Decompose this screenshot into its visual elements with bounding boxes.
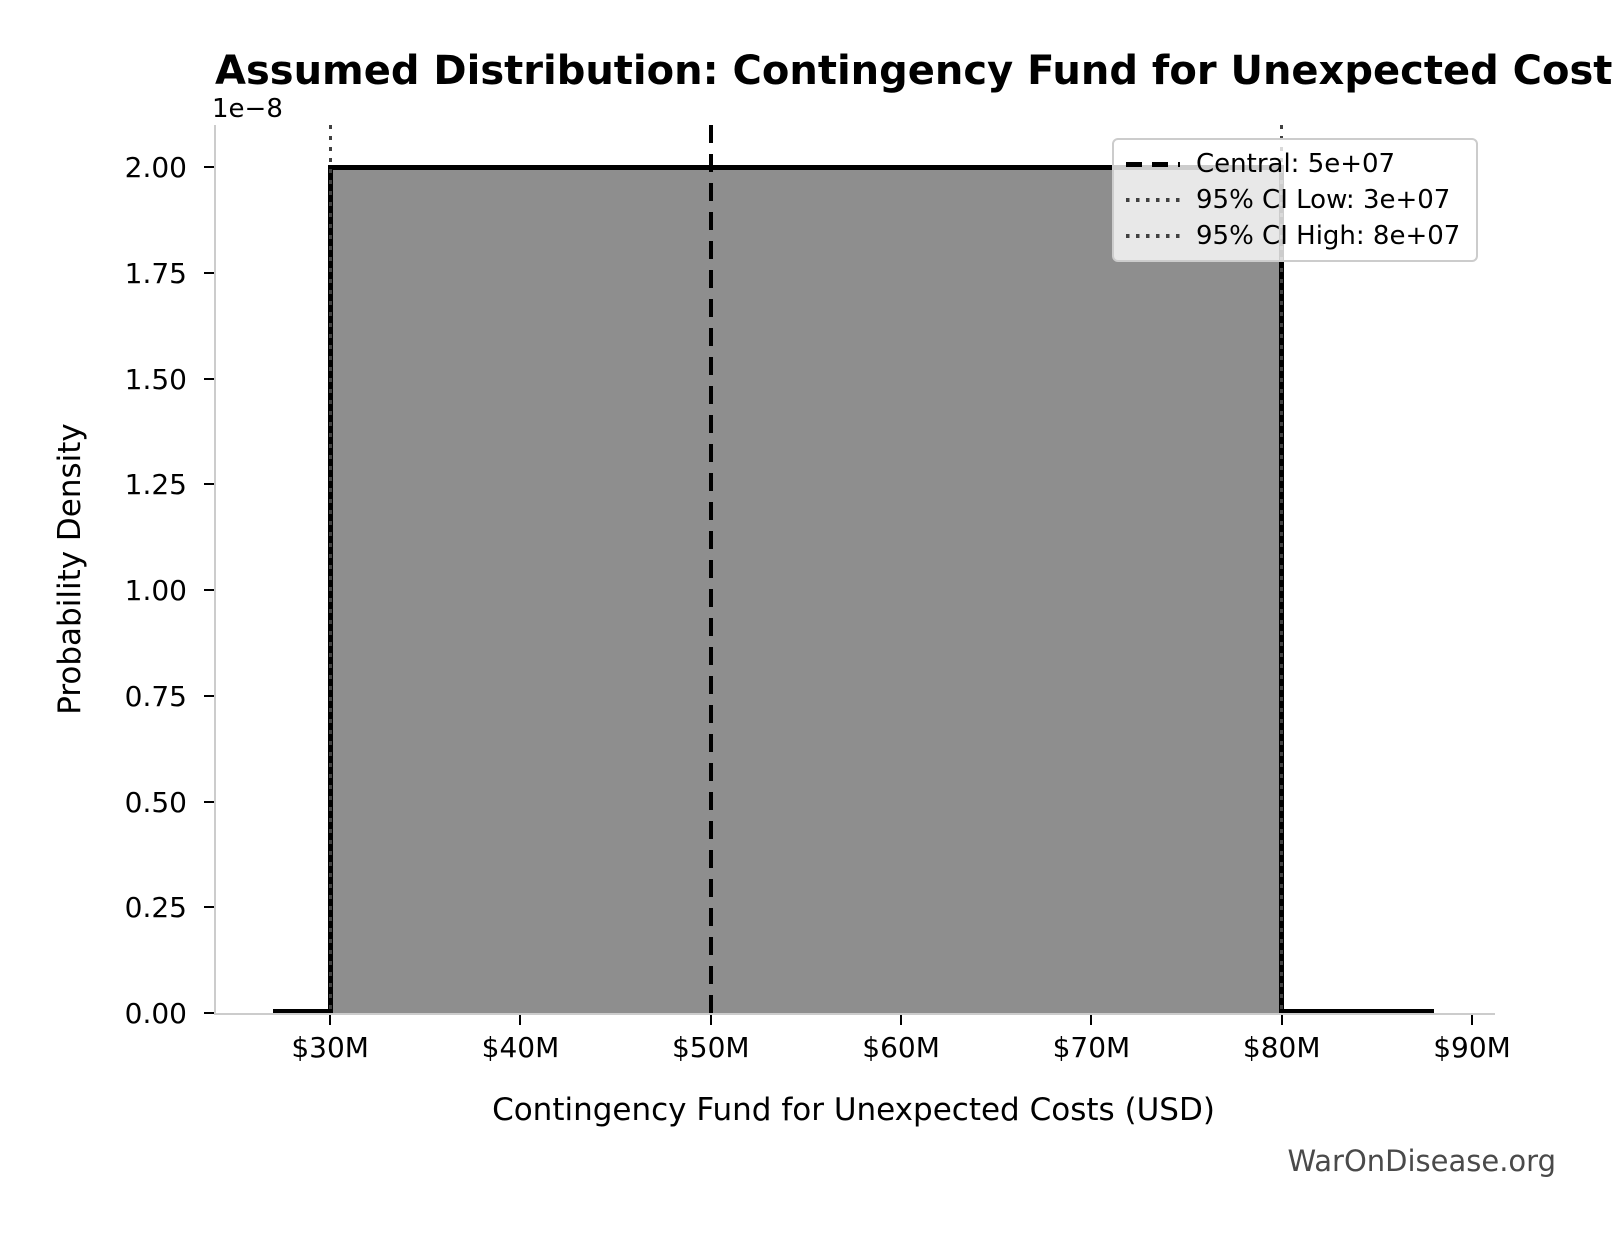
y-tick-mark	[204, 589, 214, 592]
legend-item: 95% CI High: 8e+07	[1126, 221, 1464, 251]
x-tick-mark	[1280, 1015, 1283, 1025]
y-axis-spine	[214, 125, 216, 1013]
legend-item: 95% CI Low: 3e+07	[1126, 185, 1464, 215]
plot-area: $30M $40M $50M $60M $70M $80M $90M 0.00 0.25 0.50…	[125, 125, 1511, 1064]
pdf-zero-line-left	[273, 1009, 331, 1013]
dashed-line-sample-icon	[1126, 161, 1180, 167]
x-tick-label: $80M	[1242, 1031, 1321, 1064]
y-tick-label: 2.00	[124, 151, 187, 185]
watermark: WarOnDisease.org	[1287, 1144, 1556, 1178]
x-tick-mark	[709, 1015, 712, 1025]
y-tick-label: 1.00	[124, 574, 187, 608]
legend-item-label: 95% CI High: 8e+07	[1196, 221, 1461, 251]
y-tick-label: 1.25	[124, 468, 187, 502]
y-tick-label: 0.75	[124, 679, 187, 713]
legend: Central: 5e+07 95% CI Low: 3e+07 95% CI Hi…	[1112, 138, 1478, 262]
y-tick-mark	[204, 1012, 214, 1014]
pdf-zero-line-right	[1281, 1009, 1434, 1013]
x-tick-label: $90M	[1433, 1031, 1511, 1064]
x-tick-label: $40M	[481, 1031, 560, 1064]
dotted-line-sample-icon	[1126, 234, 1180, 238]
x-tick-mark	[900, 1015, 903, 1025]
legend-item: Central: 5e+07	[1126, 149, 1464, 179]
y-tick-mark	[204, 694, 214, 697]
y-tick-label: 0.25	[124, 891, 187, 925]
legend-item-label: Central: 5e+07	[1196, 149, 1396, 179]
legend-item-label: 95% CI Low: 3e+07	[1196, 185, 1451, 215]
y-tick-mark	[204, 166, 214, 169]
y-tick-label: 1.50	[124, 362, 187, 396]
pdf-fill-region	[327, 164, 1285, 1013]
y-tick-mark	[204, 906, 214, 909]
y-tick-mark	[204, 377, 214, 380]
x-tick-mark	[1471, 1015, 1474, 1025]
chart-title: Assumed Distribution: Contingency Fund f…	[215, 48, 1614, 94]
y-tick-label: 1.75	[124, 257, 187, 290]
y-axis-offset-text: 1e−8	[212, 94, 283, 124]
y-tick-label: 0.00	[124, 997, 187, 1030]
x-tick-mark	[519, 1015, 522, 1025]
y-tick-mark	[204, 272, 214, 274]
x-tick-mark	[1090, 1015, 1093, 1025]
ci-low-line	[328, 125, 332, 1013]
central-line	[708, 125, 713, 1013]
x-tick-mark	[329, 1015, 332, 1025]
x-tick-label: $30M	[291, 1031, 369, 1064]
x-tick-label: $60M	[862, 1031, 940, 1064]
x-tick-label: $70M	[1052, 1031, 1131, 1064]
x-tick-label: $50M	[671, 1031, 750, 1064]
y-tick-mark	[204, 800, 214, 803]
y-tick-mark	[204, 483, 214, 486]
y-axis-label: Probability Density	[52, 423, 88, 715]
ci-high-line	[1280, 125, 1284, 1013]
x-axis-spine	[214, 1013, 1495, 1015]
x-axis-label: Contingency Fund for Unexpected Costs (U…	[492, 1092, 1215, 1128]
y-tick-label: 0.50	[124, 785, 187, 819]
dotted-line-sample-icon	[1126, 198, 1180, 202]
